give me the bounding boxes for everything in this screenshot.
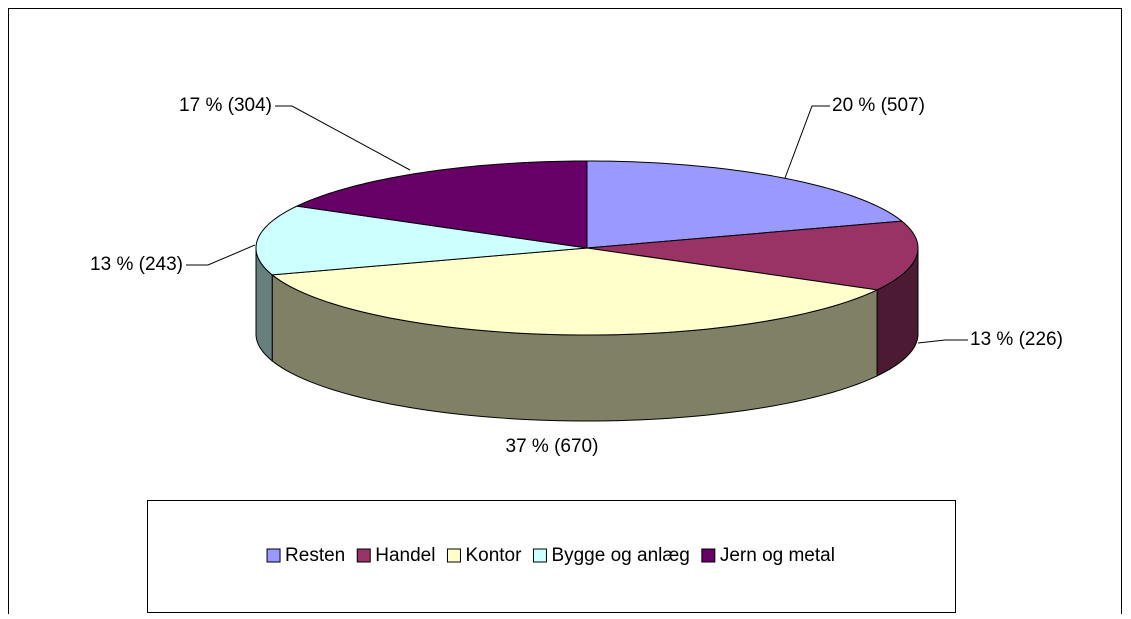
data-label: 17 % (304) <box>179 95 272 116</box>
data-label: 13 % (226) <box>970 329 1063 350</box>
leader-line <box>275 105 411 171</box>
legend-label: Bygge og anlæg <box>551 545 689 566</box>
legend-swatch <box>701 548 716 563</box>
legend-label: Resten <box>285 545 345 566</box>
legend-box <box>147 500 956 613</box>
leader-line <box>917 339 968 344</box>
legend-swatch <box>532 548 547 563</box>
legend-swatch <box>266 548 281 563</box>
slice <box>295 160 588 249</box>
data-label: 20 % (507) <box>832 95 925 116</box>
slice <box>270 247 879 336</box>
data-label: 13 % (243) <box>90 254 183 275</box>
legend-label: Handel <box>375 545 435 566</box>
leader-line <box>186 244 256 266</box>
legend-label: Jern og metal <box>720 545 835 566</box>
leader-line <box>784 105 830 179</box>
slice <box>586 220 919 291</box>
slice <box>255 205 588 276</box>
legend-label: Kontor <box>465 545 522 566</box>
legend-swatch <box>356 548 371 563</box>
data-label: 37 % (670) <box>506 436 599 457</box>
slice <box>586 160 904 249</box>
legend-swatch <box>446 548 461 563</box>
